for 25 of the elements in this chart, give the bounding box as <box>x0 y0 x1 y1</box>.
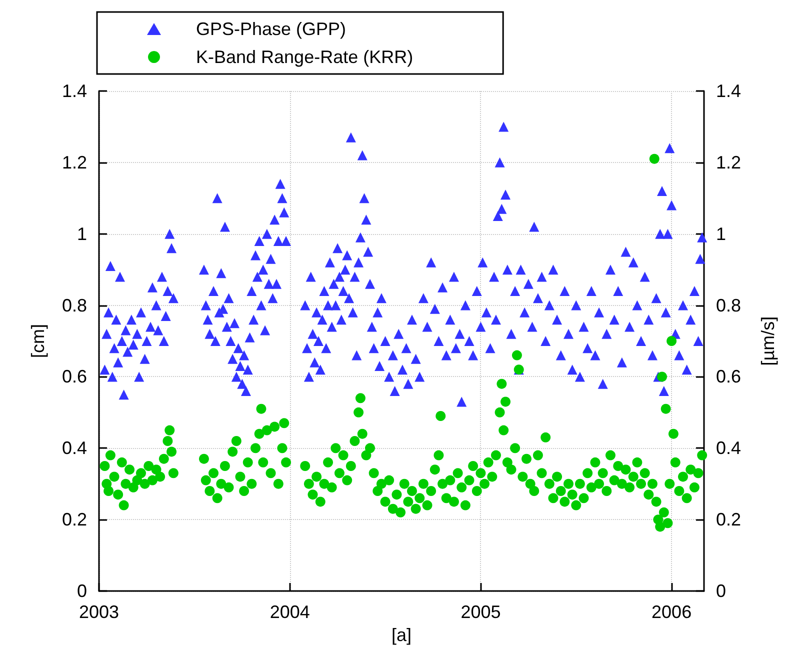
y2-axis-title: [µm/s] <box>758 316 778 366</box>
y2-tick-label: 0.2 <box>716 510 742 530</box>
y-axis-title: [cm] <box>28 324 48 358</box>
y-tick-label: 0.6 <box>62 366 87 387</box>
x-tick-label: 2005 <box>460 602 501 622</box>
y-tick-label: 0.2 <box>62 510 87 530</box>
y-tick-label: 0.4 <box>62 438 87 458</box>
y2-tick-label: 1.4 <box>716 81 742 101</box>
x-tick-label: 2006 <box>652 602 692 622</box>
y-tick-label: 1.4 <box>62 81 87 101</box>
legend-label: K-Band Range-Rate (KRR) <box>196 47 414 67</box>
x-tick-label: 2004 <box>270 602 310 622</box>
legend-label: GPS-Phase (GPP) <box>196 19 346 39</box>
y-tick-label: 0 <box>76 581 87 601</box>
y2-tick-label: 1.2 <box>716 152 742 172</box>
y2-tick-label: 0 <box>716 581 726 601</box>
x-tick-label: 2003 <box>78 602 120 622</box>
y2-tick-label: 0.4 <box>716 438 742 458</box>
y-tick-label: 1.2 <box>62 152 87 172</box>
x-axis-title: [a] <box>391 624 412 645</box>
y2-tick-label: 0.8 <box>716 295 742 316</box>
y2-tick-label: 1 <box>716 224 726 244</box>
y-tick-label: 0.8 <box>62 295 87 316</box>
y2-tick-label: 0.6 <box>716 366 742 387</box>
y-tick-label: 1 <box>76 224 87 244</box>
